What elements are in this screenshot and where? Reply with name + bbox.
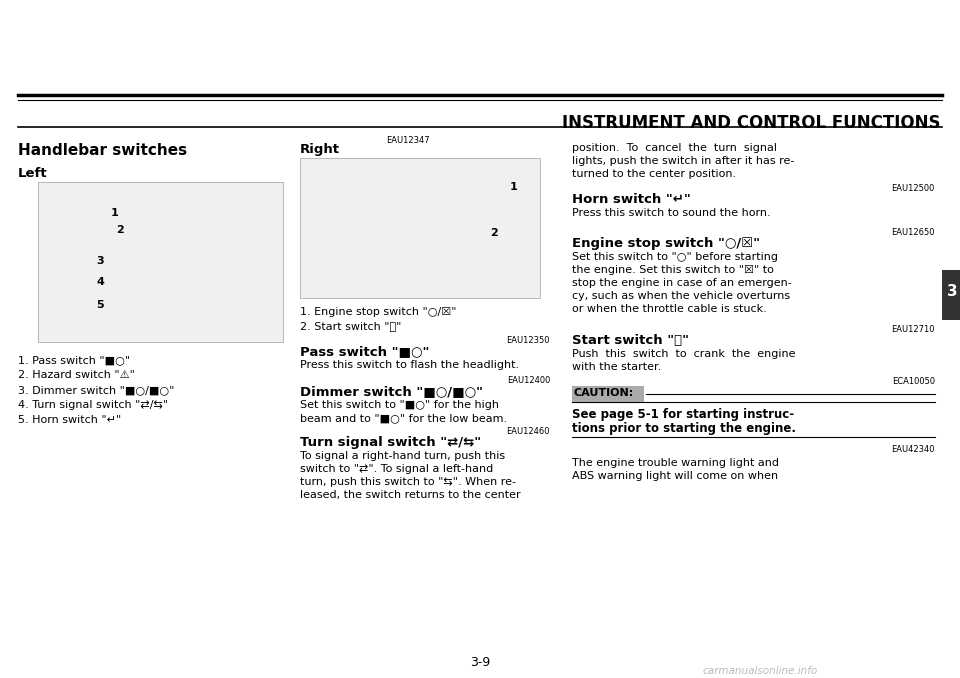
Text: To signal a right-hand turn, push this: To signal a right-hand turn, push this <box>300 451 505 461</box>
Text: 5. Horn switch "↵": 5. Horn switch "↵" <box>18 415 121 425</box>
Text: EAU12400: EAU12400 <box>507 376 550 385</box>
Text: tions prior to starting the engine.: tions prior to starting the engine. <box>572 422 796 435</box>
Text: Press this switch to sound the horn.: Press this switch to sound the horn. <box>572 208 771 218</box>
Text: 1. Engine stop switch "○/☒": 1. Engine stop switch "○/☒" <box>300 307 457 317</box>
Text: 4. Turn signal switch "⇄/⇆": 4. Turn signal switch "⇄/⇆" <box>18 400 168 410</box>
Text: 2. Hazard switch "⚠": 2. Hazard switch "⚠" <box>18 370 134 380</box>
Text: Pass switch "■○": Pass switch "■○" <box>300 345 429 358</box>
Bar <box>38 182 283 342</box>
Text: Set this switch to "○" before starting: Set this switch to "○" before starting <box>572 252 778 262</box>
Text: switch to "⇄". To signal a left-hand: switch to "⇄". To signal a left-hand <box>300 464 493 474</box>
Text: position.  To  cancel  the  turn  signal: position. To cancel the turn signal <box>572 143 777 153</box>
Text: EAU12650: EAU12650 <box>892 228 935 237</box>
Text: Start switch "ⓢ": Start switch "ⓢ" <box>572 334 689 347</box>
Text: Dimmer switch "■○/■○": Dimmer switch "■○/■○" <box>300 385 483 398</box>
Text: EAU42340: EAU42340 <box>892 445 935 454</box>
Text: Set this switch to "■○" for the high: Set this switch to "■○" for the high <box>300 400 499 410</box>
Text: 2: 2 <box>116 225 124 235</box>
Text: cy, such as when the vehicle overturns: cy, such as when the vehicle overturns <box>572 291 790 301</box>
Text: 5: 5 <box>96 300 104 310</box>
Text: EAU12347: EAU12347 <box>386 136 430 145</box>
Text: INSTRUMENT AND CONTROL FUNCTIONS: INSTRUMENT AND CONTROL FUNCTIONS <box>562 114 940 132</box>
Bar <box>572 386 644 402</box>
Text: beam and to "■○" for the low beam.: beam and to "■○" for the low beam. <box>300 413 507 423</box>
Text: 2: 2 <box>490 228 497 238</box>
Text: leased, the switch returns to the center: leased, the switch returns to the center <box>300 490 520 500</box>
Text: the engine. Set this switch to "☒" to: the engine. Set this switch to "☒" to <box>572 265 774 275</box>
Bar <box>942 270 960 320</box>
Text: Right: Right <box>300 143 340 156</box>
Text: 4: 4 <box>96 277 104 287</box>
Text: turned to the center position.: turned to the center position. <box>572 169 736 179</box>
Text: 1. Pass switch "■○": 1. Pass switch "■○" <box>18 355 131 365</box>
Text: 1: 1 <box>510 182 517 192</box>
Text: Press this switch to flash the headlight.: Press this switch to flash the headlight… <box>300 360 519 370</box>
Text: EAU12500: EAU12500 <box>892 184 935 193</box>
Text: 3: 3 <box>947 283 957 298</box>
Text: Engine stop switch "○/☒": Engine stop switch "○/☒" <box>572 237 760 250</box>
Text: CAUTION:: CAUTION: <box>574 388 635 398</box>
Text: EAU12710: EAU12710 <box>892 325 935 334</box>
Text: EAU12350: EAU12350 <box>507 336 550 345</box>
Text: Horn switch "↵": Horn switch "↵" <box>572 193 691 206</box>
Text: The engine trouble warning light and: The engine trouble warning light and <box>572 458 779 468</box>
Text: 3-9: 3-9 <box>469 656 491 669</box>
Text: ABS warning light will come on when: ABS warning light will come on when <box>572 471 779 481</box>
Text: 2. Start switch "ⓢ": 2. Start switch "ⓢ" <box>300 321 401 331</box>
Text: Push  this  switch  to  crank  the  engine: Push this switch to crank the engine <box>572 349 796 359</box>
Text: 3: 3 <box>96 256 104 266</box>
Text: See page 5-1 for starting instruc-: See page 5-1 for starting instruc- <box>572 408 794 421</box>
Text: turn, push this switch to "⇆". When re-: turn, push this switch to "⇆". When re- <box>300 477 516 487</box>
Text: lights, push the switch in after it has re-: lights, push the switch in after it has … <box>572 156 794 166</box>
Text: 1: 1 <box>111 208 119 218</box>
Text: Handlebar switches: Handlebar switches <box>18 143 187 158</box>
Text: Left: Left <box>18 167 48 180</box>
Text: Turn signal switch "⇄/⇆": Turn signal switch "⇄/⇆" <box>300 436 481 449</box>
Text: carmanualsonline.info: carmanualsonline.info <box>703 666 818 676</box>
Text: or when the throttle cable is stuck.: or when the throttle cable is stuck. <box>572 304 767 314</box>
Bar <box>300 158 540 298</box>
Text: with the starter.: with the starter. <box>572 362 661 372</box>
Text: 3. Dimmer switch "■○/■○": 3. Dimmer switch "■○/■○" <box>18 385 175 395</box>
Text: EAU12460: EAU12460 <box>507 427 550 436</box>
Text: stop the engine in case of an emergen-: stop the engine in case of an emergen- <box>572 278 792 288</box>
Text: ECA10050: ECA10050 <box>892 377 935 386</box>
